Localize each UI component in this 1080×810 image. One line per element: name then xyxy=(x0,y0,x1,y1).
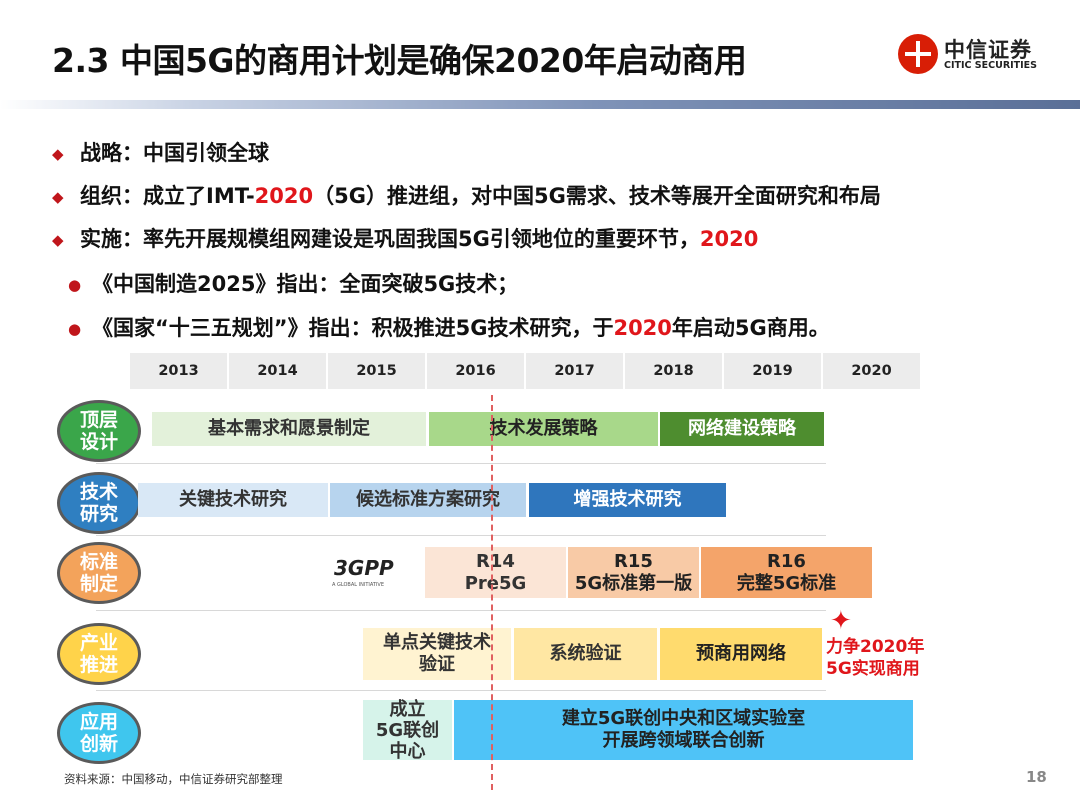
box-candidate-standards: 候选标准方案研究 xyxy=(330,483,526,517)
page-number: 18 xyxy=(1026,768,1047,786)
timeline-years: 2013 2014 2015 2016 2017 2018 2019 2020 xyxy=(130,353,920,389)
box-network-strategy: 网络建设策略 xyxy=(660,412,824,446)
row-separator xyxy=(96,690,826,691)
box-single-point-verification: 单点关键技术 验证 xyxy=(363,628,511,680)
3gpp-logo: 3GPP A GLOBAL INITIATIVE xyxy=(332,556,394,588)
row-label-tech-research: 技术 研究 xyxy=(57,472,141,534)
citic-logo-icon xyxy=(898,34,938,74)
box-key-tech-research: 关键技术研究 xyxy=(138,483,328,517)
current-year-marker xyxy=(491,395,493,790)
row-label-top-design: 顶层 设计 xyxy=(57,400,141,462)
box-pre-commercial-network: 预商用网络 xyxy=(660,628,822,680)
diamond-bullet-icon: ◆ xyxy=(52,145,64,163)
page-title: 2.3 中国5G的商用计划是确保2020年启动商用 xyxy=(52,41,747,80)
header-divider xyxy=(0,100,1080,109)
bullet-strategy: ◆ 战略：中国引领全球 xyxy=(52,141,269,165)
year-cell: 2013 xyxy=(130,353,229,389)
box-r16: R16 完整5G标准 xyxy=(701,547,872,598)
year-cell: 2017 xyxy=(526,353,625,389)
subbullet-five-year-plan: ● 《国家“十三五规划”》指出：积极推进5G技术研究，于2020年启动5G商用。 xyxy=(68,316,830,340)
year-cell: 2020 xyxy=(851,363,892,379)
year-cell: 2015 xyxy=(328,353,427,389)
box-joint-labs: 建立5G联创中央和区域实验室 开展跨领域联合创新 xyxy=(454,700,913,760)
box-system-verification: 系统验证 xyxy=(514,628,657,680)
citic-logo: 中信证券 CITIC SECURITIES xyxy=(898,32,1048,76)
year-cell: 2018 xyxy=(625,353,724,389)
row-label-industry: 产业 推进 xyxy=(57,623,141,685)
row-separator xyxy=(96,463,826,464)
bullet-implementation: ◆ 实施：率先开展规模组网建设是巩固我国5G引领地位的重要环节，2020 xyxy=(52,227,759,251)
box-r14: R14 Pre5G xyxy=(425,547,566,598)
dot-bullet-icon: ● xyxy=(68,276,82,294)
dot-bullet-icon: ● xyxy=(68,320,82,338)
logo-english-text: CITIC SECURITIES xyxy=(944,60,1038,71)
box-enhanced-tech: 增强技术研究 xyxy=(529,483,726,517)
row-separator xyxy=(96,535,826,536)
star-icon: ✦ xyxy=(830,606,852,636)
row-label-standards: 标准 制定 xyxy=(57,542,141,604)
row-separator xyxy=(96,610,826,611)
box-5g-innovation-center: 成立 5G联创 中心 xyxy=(363,699,452,762)
diamond-bullet-icon: ◆ xyxy=(52,188,64,206)
source-note: 资料来源：中国移动，中信证券研究部整理 xyxy=(64,772,283,786)
diamond-bullet-icon: ◆ xyxy=(52,231,64,249)
subbullet-made-in-china: ● 《中国制造2025》指出：全面突破5G技术； xyxy=(68,272,519,296)
year-cell: 2014 xyxy=(229,353,328,389)
year-cell: 2019 xyxy=(724,353,823,389)
box-basic-requirements: 基本需求和愿景制定 xyxy=(152,412,426,446)
bullet-organization: ◆ 组织：成立了IMT-2020（5G）推进组，对中国5G需求、技术等展开全面研究… xyxy=(52,184,881,208)
row-label-application: 应用 创新 xyxy=(57,702,141,764)
box-tech-dev-strategy: 技术发展策略 xyxy=(429,412,658,446)
logo-chinese-text: 中信证券 xyxy=(944,38,1032,62)
commercial-goal: 力争2020年 5G实现商用 xyxy=(826,637,925,679)
year-cell: 2016 xyxy=(427,353,526,389)
box-r15: R15 5G标准第一版 xyxy=(568,547,699,598)
